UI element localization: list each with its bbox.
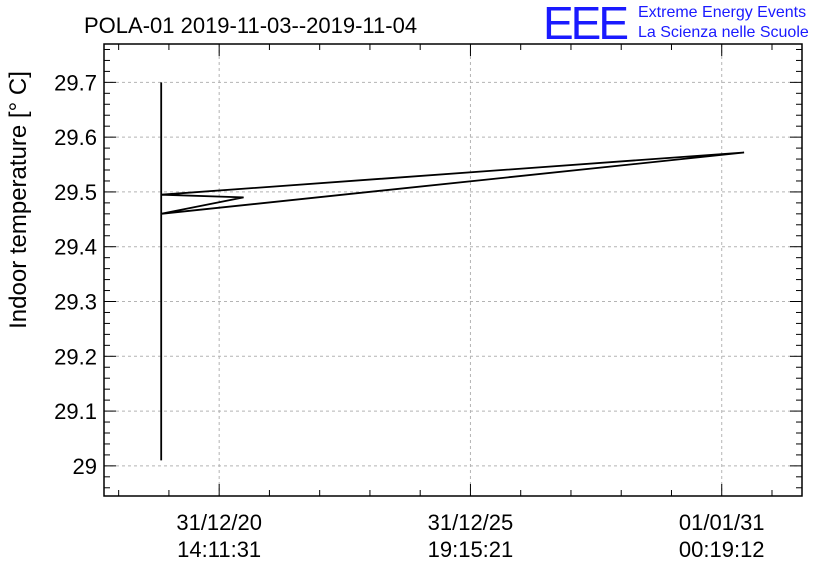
eee-logo: EEE [543,0,629,49]
y-tick-labels: 29 29.1 29.2 29.3 29.4 29.5 29.6 29.7 [54,70,97,479]
y-axis-label: Indoor temperature [° C] [5,71,32,329]
x-tick-label-date: 31/12/20 [176,510,262,535]
x-tick-label-date: 31/12/25 [428,510,514,535]
chart-title: POLA-01 2019-11-03--2019-11-04 [84,13,417,38]
series-line-temperature [160,82,745,461]
x-tick-label-time: 19:15:21 [428,537,514,562]
grid-lines [104,44,802,496]
y-tick-label: 29.4 [54,235,97,260]
logo-line-2: La Scienza nelle Scuole [638,24,809,41]
x-tick-label-time: 14:11:31 [177,537,261,562]
minor-ticks [104,44,802,496]
y-tick-label: 29.7 [54,70,97,95]
logo-line-1: Extreme Energy Events [638,4,807,21]
y-tick-label: 29.5 [54,180,97,205]
y-tick-label: 29.1 [54,399,97,424]
y-tick-label: 29 [73,454,97,479]
x-tick-label-time: 00:19:12 [679,537,765,562]
x-tick-label-date: 01/01/31 [679,510,765,535]
plot-frame [103,43,803,497]
series-layer [160,82,745,461]
y-tick-label: 29.6 [54,125,97,150]
y-tick-label: 29.2 [54,344,97,369]
y-tick-label: 29.3 [54,290,97,315]
